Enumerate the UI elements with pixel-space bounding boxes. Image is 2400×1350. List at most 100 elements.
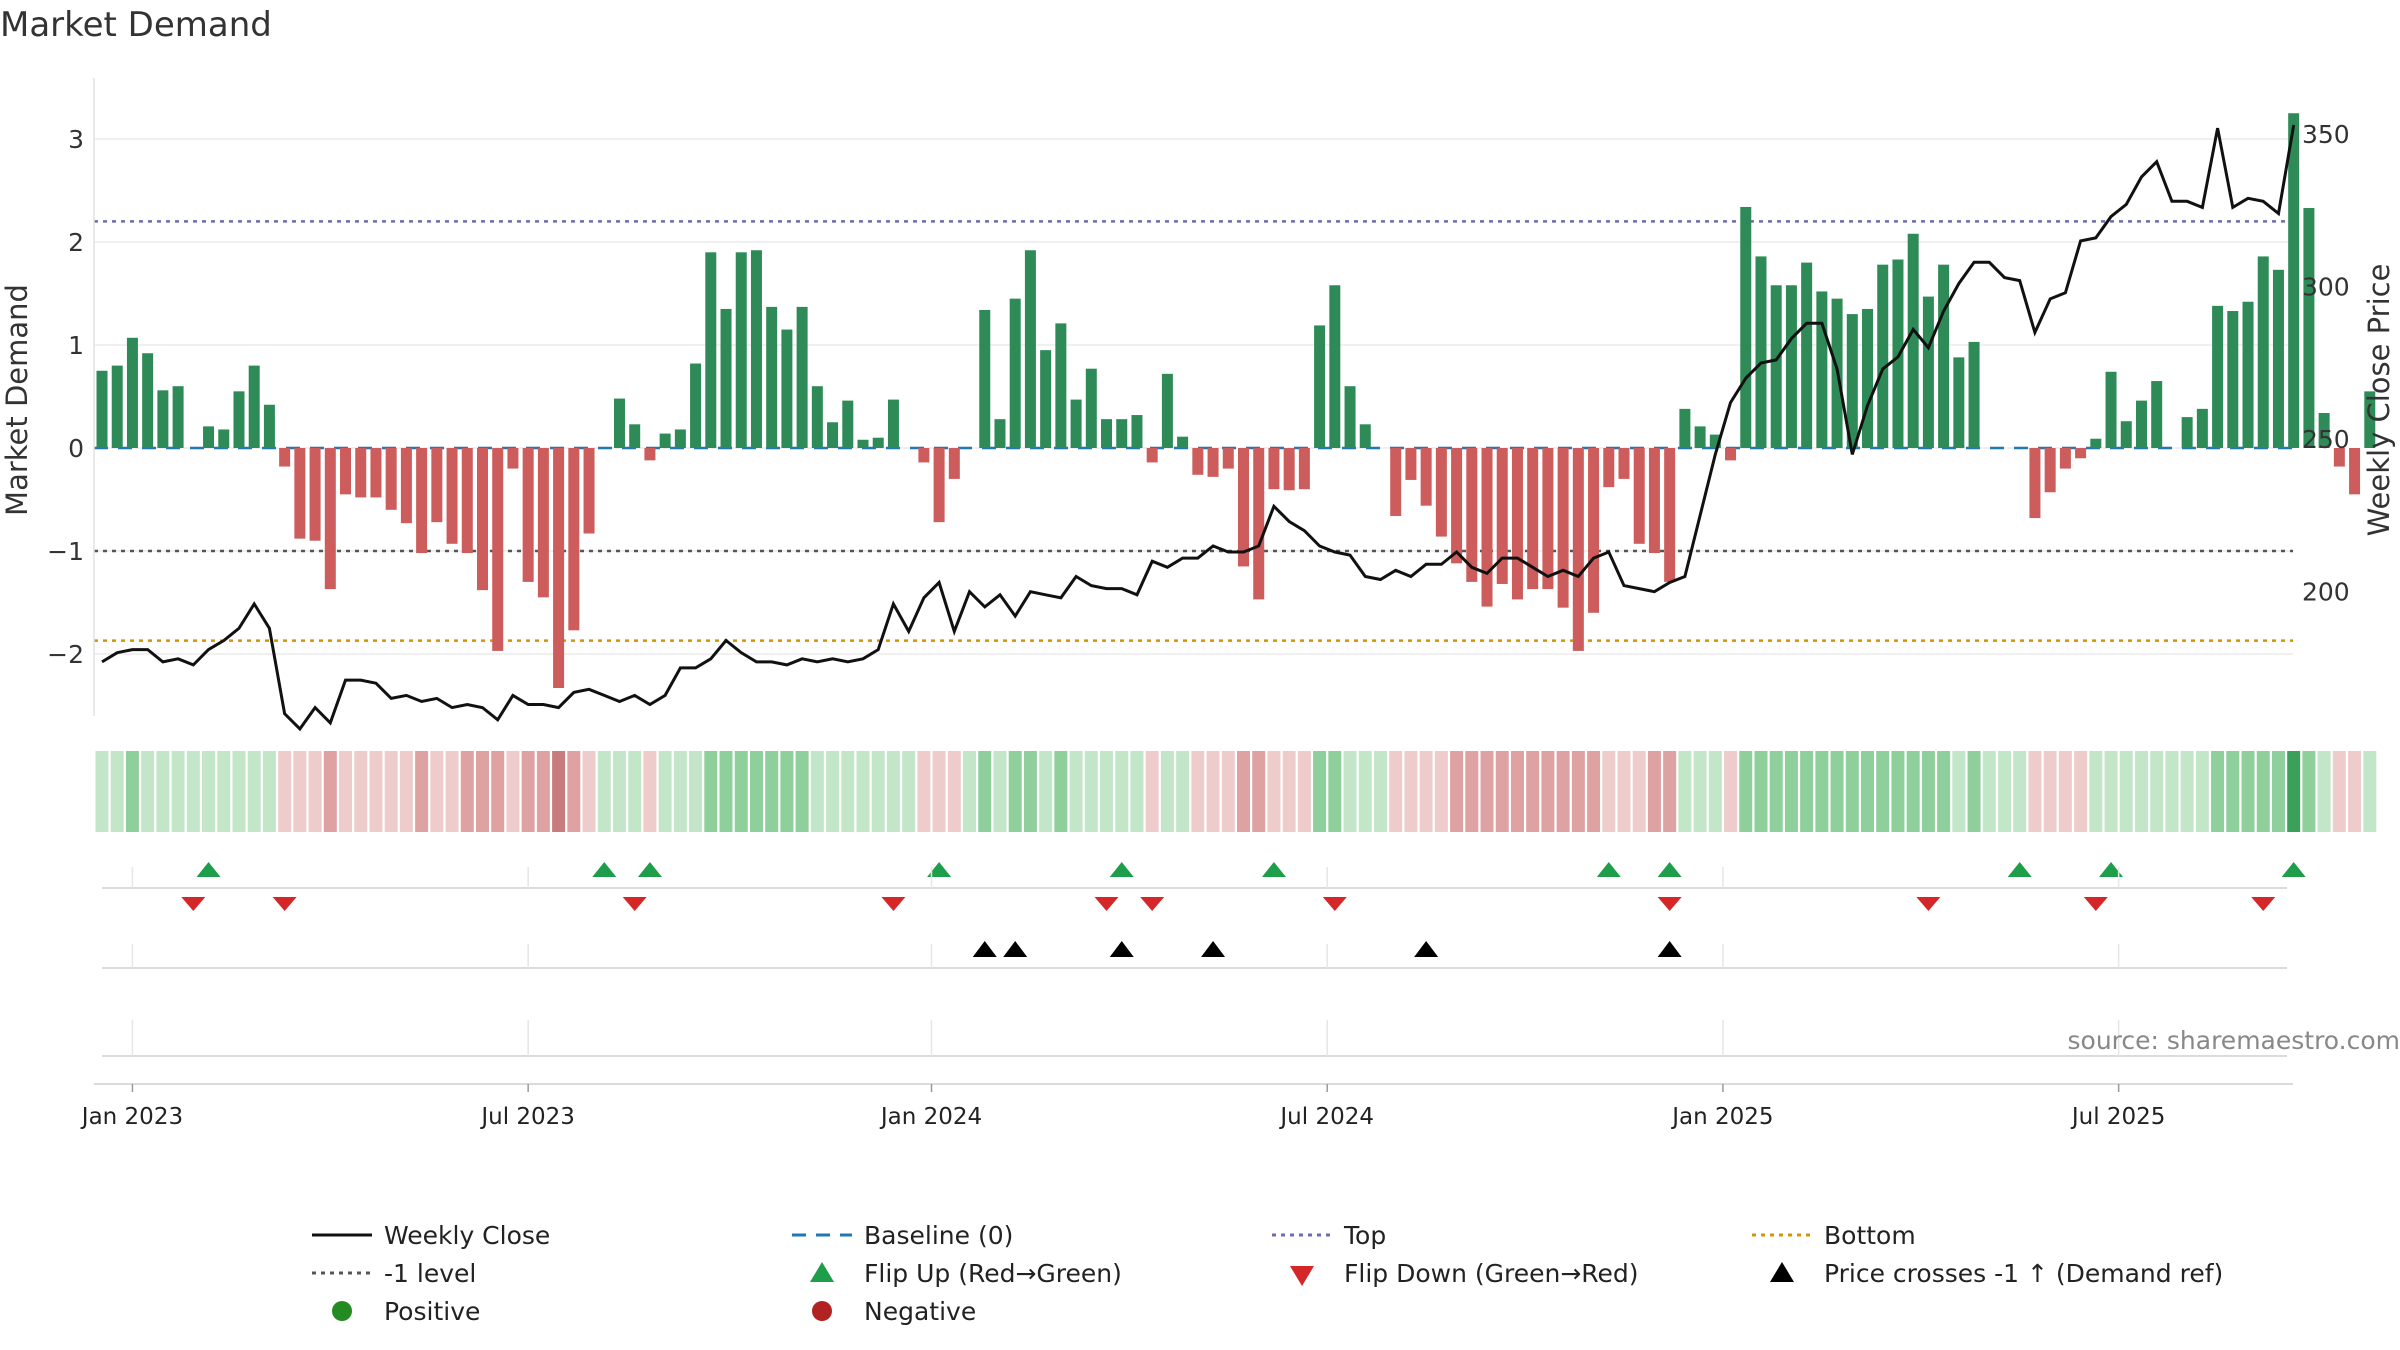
heat-strip-cell <box>1191 751 1205 832</box>
heat-strip-cell <box>2058 751 2072 832</box>
demand-bar <box>1511 448 1523 600</box>
heat-strip-cell <box>1054 751 1068 832</box>
demand-bar <box>2242 301 2254 448</box>
demand-bar <box>1938 264 1950 448</box>
demand-bar <box>477 448 488 591</box>
heat-strip-cell <box>1571 751 1585 832</box>
demand-bar <box>492 448 504 651</box>
heat-strip-cell <box>1313 751 1327 832</box>
heat-strip-cell <box>1206 751 1220 832</box>
flip-down-marker <box>181 897 206 911</box>
flip-up-marker <box>1261 862 1286 877</box>
heat-strip-cell <box>1800 751 1814 832</box>
demand-bar <box>720 308 732 448</box>
heat-strip-cell <box>749 751 763 832</box>
heat-strip-cell <box>95 751 109 832</box>
heat-strip-cell <box>141 751 155 832</box>
demand-bar <box>1177 436 1189 448</box>
legend-baseline-label: Baseline (0) <box>864 1221 1013 1250</box>
right-y-ticks: 350 300 250 200 <box>2302 120 2350 607</box>
heat-strip-cell <box>1389 751 1403 832</box>
heat-strip-cell <box>871 751 885 832</box>
heat-strip-cell <box>1115 751 1129 832</box>
heat-strip-cell <box>2134 751 2148 832</box>
heat-strip-cell <box>1739 751 1753 832</box>
demand-bar <box>1238 448 1249 567</box>
left-y-axis-label: Market Demand <box>0 284 34 516</box>
demand-bar <box>2181 417 2193 448</box>
heat-strip-cell <box>217 751 231 832</box>
demand-bar <box>933 448 945 523</box>
demand-bar <box>1740 206 1752 448</box>
demand-bar <box>1085 368 1097 448</box>
demand-bar <box>811 386 823 448</box>
heat-strip-cell <box>2211 751 2225 832</box>
heat-strip-cell <box>1328 751 1342 832</box>
demand-bar <box>1694 426 1706 448</box>
heat-strip-cell <box>1434 751 1448 832</box>
demand-bar <box>1390 448 1402 516</box>
demand-bar <box>613 398 625 448</box>
flip-up-marker <box>2007 862 2032 877</box>
demand-bar <box>218 429 230 448</box>
heat-strip-cell <box>1221 751 1235 832</box>
x-tick-label: Jul 2024 <box>1278 1104 1374 1130</box>
demand-bar <box>1298 448 1310 490</box>
demand-bar <box>1725 448 1737 461</box>
x-tick-label: Jan 2023 <box>80 1104 183 1130</box>
price-cross-marker <box>1109 941 1134 957</box>
legend-flip-up-label: Flip Up (Red→Green) <box>864 1259 1122 1288</box>
demand-bar <box>1146 448 1158 463</box>
demand-bar <box>1557 448 1569 608</box>
heat-strip-cell <box>1724 751 1738 832</box>
heat-strip-cell <box>841 751 855 832</box>
demand-bar <box>309 448 321 541</box>
heat-strip-cell <box>384 751 398 832</box>
demand-bar <box>1329 285 1341 448</box>
x-tick-label: Jan 2025 <box>1670 1104 1773 1130</box>
demand-bar <box>1207 448 1219 477</box>
heat-strip-cell <box>1815 751 1829 832</box>
demand-bar <box>827 422 839 448</box>
flip-down-marker <box>1140 897 1165 911</box>
heat-strip-cell <box>1282 751 1296 832</box>
flip-up-marker <box>592 862 617 877</box>
demand-bar <box>1648 448 1660 554</box>
demand-bar <box>355 448 367 498</box>
demand-bar <box>2044 448 2056 493</box>
demand-bar <box>553 448 565 688</box>
demand-bar <box>2349 448 2361 495</box>
weekly-close-line <box>101 124 2296 732</box>
flip-up-marker <box>2099 862 2124 877</box>
demand-bar <box>2227 311 2239 448</box>
legend-price-cross-swatch <box>1770 1262 1794 1282</box>
heat-strip-cell <box>1480 751 1494 832</box>
demand-bar <box>126 337 138 448</box>
legend-flip-down-swatch <box>1290 1266 1314 1286</box>
demand-bar <box>1222 448 1234 469</box>
heat-strip-cell <box>1541 751 1555 832</box>
heat-strip-cell <box>795 751 809 832</box>
heat-strip-cell <box>1465 751 1479 832</box>
demand-bar <box>370 448 382 498</box>
demand-bar <box>1679 408 1691 448</box>
heat-strip-cell <box>1160 751 1174 832</box>
legend-flip-up-swatch <box>810 1262 834 1282</box>
flip-up-marker <box>1109 862 1134 877</box>
flip-up-marker <box>2281 862 2306 877</box>
heat-strip-cell <box>1145 751 1159 832</box>
heat-strip-cell <box>947 751 961 832</box>
heat-strip-cell <box>734 751 748 832</box>
legend-top-label: Top <box>1343 1221 1386 1250</box>
demand-bar <box>172 386 184 448</box>
heat-strip-cell <box>1100 751 1114 832</box>
heat-strip-cell <box>1358 751 1372 832</box>
demand-bar <box>629 424 641 448</box>
heat-strip-cell <box>1693 751 1707 832</box>
heat-strip-cell <box>2317 751 2331 832</box>
heat-strip-cell <box>1526 751 1540 832</box>
flip-up-marker <box>1596 862 1621 877</box>
heat-strip-cell <box>1754 751 1768 832</box>
demand-bar <box>431 448 443 523</box>
heat-strip-cell <box>476 751 489 832</box>
